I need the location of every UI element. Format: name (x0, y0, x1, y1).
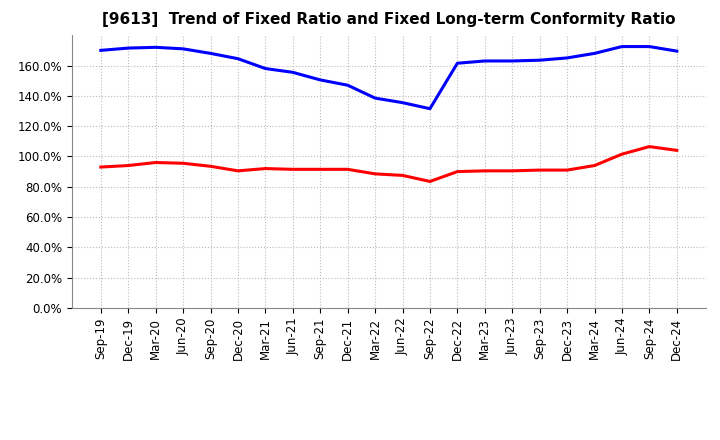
Fixed Long-term Conformity Ratio (398, 173, 407, 178)
Fixed Ratio (672, 48, 681, 54)
Title: [9613]  Trend of Fixed Ratio and Fixed Long-term Conformity Ratio: [9613] Trend of Fixed Ratio and Fixed Lo… (102, 12, 675, 27)
Fixed Long-term Conformity Ratio (536, 168, 544, 173)
Fixed Long-term Conformity Ratio (563, 168, 572, 173)
Fixed Long-term Conformity Ratio (179, 161, 187, 166)
Fixed Long-term Conformity Ratio (645, 144, 654, 149)
Fixed Ratio (289, 70, 297, 75)
Fixed Ratio (179, 46, 187, 51)
Fixed Long-term Conformity Ratio (233, 168, 242, 173)
Fixed Ratio (96, 48, 105, 53)
Fixed Long-term Conformity Ratio (124, 163, 132, 168)
Fixed Long-term Conformity Ratio (590, 163, 599, 168)
Fixed Long-term Conformity Ratio (508, 168, 516, 173)
Line: Fixed Ratio: Fixed Ratio (101, 47, 677, 109)
Fixed Ratio (343, 83, 352, 88)
Fixed Long-term Conformity Ratio (618, 151, 626, 157)
Fixed Long-term Conformity Ratio (672, 148, 681, 153)
Fixed Ratio (233, 56, 242, 61)
Fixed Long-term Conformity Ratio (316, 167, 325, 172)
Fixed Long-term Conformity Ratio (206, 164, 215, 169)
Fixed Ratio (618, 44, 626, 49)
Fixed Ratio (645, 44, 654, 49)
Fixed Ratio (508, 59, 516, 64)
Fixed Ratio (371, 95, 379, 101)
Fixed Ratio (426, 106, 434, 111)
Fixed Ratio (480, 59, 489, 64)
Fixed Long-term Conformity Ratio (261, 166, 270, 171)
Fixed Ratio (124, 45, 132, 51)
Fixed Ratio (398, 100, 407, 105)
Fixed Long-term Conformity Ratio (371, 171, 379, 176)
Fixed Long-term Conformity Ratio (151, 160, 160, 165)
Fixed Ratio (536, 58, 544, 63)
Fixed Ratio (151, 45, 160, 50)
Fixed Ratio (453, 61, 462, 66)
Fixed Ratio (563, 55, 572, 61)
Fixed Ratio (590, 51, 599, 56)
Fixed Long-term Conformity Ratio (289, 167, 297, 172)
Fixed Ratio (206, 51, 215, 56)
Fixed Ratio (316, 77, 325, 83)
Fixed Long-term Conformity Ratio (480, 168, 489, 173)
Line: Fixed Long-term Conformity Ratio: Fixed Long-term Conformity Ratio (101, 147, 677, 181)
Fixed Long-term Conformity Ratio (453, 169, 462, 174)
Fixed Long-term Conformity Ratio (96, 165, 105, 170)
Fixed Long-term Conformity Ratio (426, 179, 434, 184)
Fixed Long-term Conformity Ratio (343, 167, 352, 172)
Fixed Ratio (261, 66, 270, 71)
